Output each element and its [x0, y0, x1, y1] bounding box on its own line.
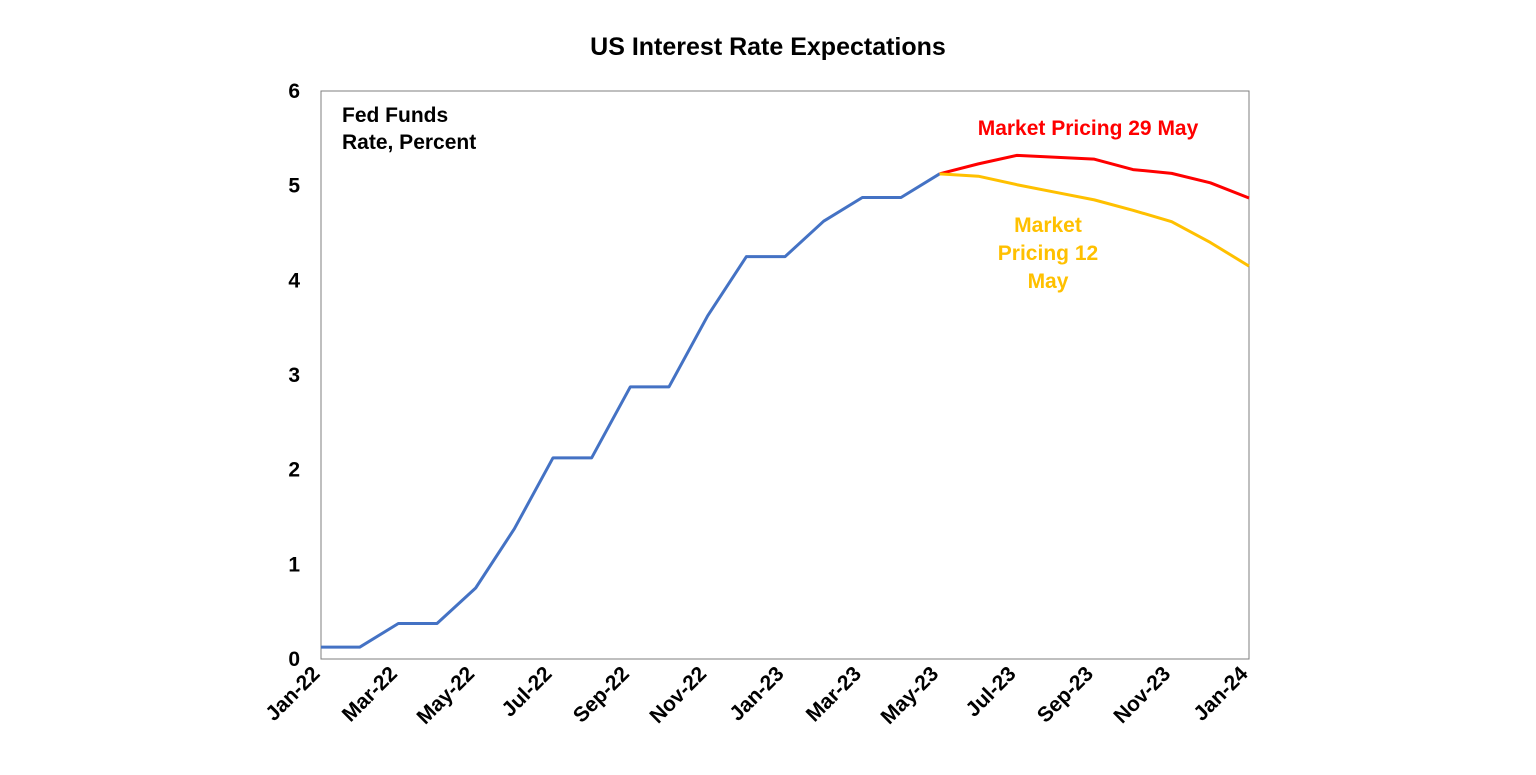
series-line-market-pricing-29-may	[939, 153, 1250, 200]
series-line-fed-funds-rate	[321, 172, 941, 649]
y-unit-annotation-line-1: Fed Funds	[342, 104, 448, 127]
series-label-market-pricing-12-may-line-1: Market	[1014, 214, 1082, 237]
y-tick-label: 4	[288, 269, 300, 292]
series-layer	[321, 153, 1250, 649]
series-label-market-pricing-12-may-line-2: Pricing 12	[998, 242, 1098, 265]
x-tick-label: Mar-22	[338, 662, 402, 726]
x-tick-label: Nov-22	[645, 662, 711, 728]
x-tick-label: Nov-23	[1109, 662, 1175, 728]
x-tick-label: Jan-22	[261, 662, 324, 725]
x-tick-label: Mar-23	[802, 662, 866, 726]
x-tick-label: Sep-23	[1033, 662, 1098, 727]
y-tick-label: 3	[288, 364, 300, 387]
y-axis: 0 1 2 3 4 5 6	[288, 80, 300, 671]
series-label-market-pricing-29-may: Market Pricing 29 May	[978, 117, 1199, 140]
y-tick-label: 5	[288, 175, 300, 198]
y-unit-annotation-line-2: Rate, Percent	[342, 131, 476, 154]
y-tick-label: 0	[288, 648, 300, 671]
chart-title: US Interest Rate Expectations	[590, 33, 946, 61]
series-line-market-pricing-12-may	[939, 172, 1250, 268]
x-tick-label: Jul-22	[497, 662, 556, 721]
x-tick-label: Jan-23	[725, 662, 788, 725]
series-label-market-pricing-12-may-line-3: May	[1028, 270, 1069, 293]
x-tick-label: May-23	[877, 662, 944, 729]
x-tick-label: Sep-22	[569, 662, 634, 727]
x-tick-label: Jul-23	[961, 662, 1020, 721]
x-axis: Jan-22 Mar-22 May-22 Jul-22 Sep-22 Nov-22 Jan-…	[261, 662, 1253, 729]
plot-area	[320, 90, 1250, 660]
y-tick-label: 2	[288, 459, 300, 482]
x-tick-label: Jan-24	[1189, 662, 1253, 726]
y-tick-label: 1	[288, 553, 300, 576]
y-tick-label: 6	[288, 80, 300, 103]
x-tick-label: May-22	[413, 662, 480, 729]
